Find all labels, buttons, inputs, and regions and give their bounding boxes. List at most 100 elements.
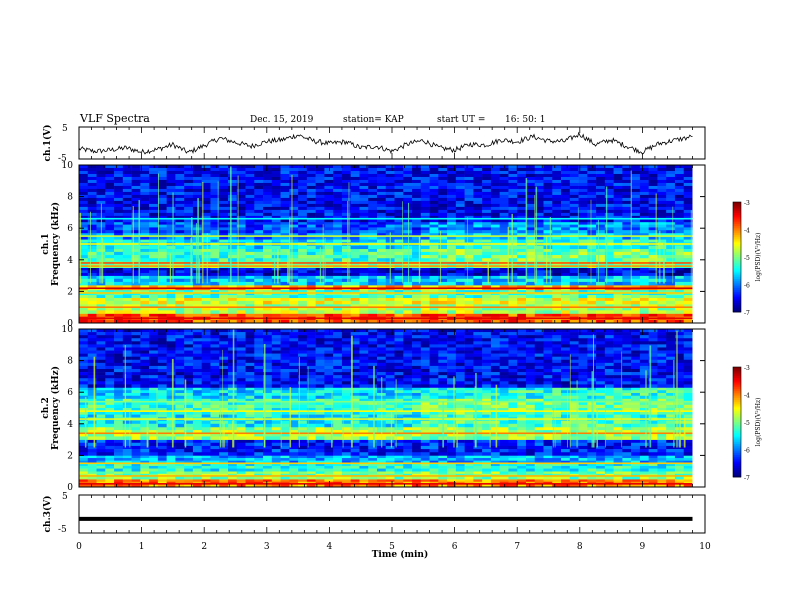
- spectrogram-cell: [131, 307, 141, 311]
- spectrogram-cell: [508, 215, 518, 220]
- spectrogram-cell: [657, 224, 667, 228]
- spectrogram-cell: [149, 270, 159, 274]
- spectrogram-cell: [333, 307, 343, 311]
- spectrogram-cell: [219, 224, 229, 228]
- spectrogram-cell: [666, 236, 676, 240]
- spectrogram-cell: [639, 445, 649, 450]
- spectrogram-cell: [613, 185, 623, 190]
- spectrogram-cell: [429, 176, 439, 181]
- spectrogram-cell: [447, 445, 457, 450]
- spectrogram-cell: [561, 310, 571, 314]
- spectrogram-cell: [543, 245, 553, 250]
- spectrogram-cell: [666, 239, 676, 243]
- spectrogram-cell: [464, 267, 474, 271]
- spectrogram-cell: [438, 215, 448, 220]
- spectrogram-cell: [464, 307, 474, 311]
- spectrogram-cell: [376, 212, 387, 217]
- spectrogram-cell: [219, 251, 229, 256]
- spectrogram-cell: [648, 458, 658, 461]
- spectrogram-cell: [298, 200, 308, 205]
- spectrogram-cell: [324, 248, 334, 253]
- spectrogram-cell: [394, 188, 404, 193]
- spectrogram-cell: [245, 310, 255, 314]
- spectrogram-cell: [219, 203, 229, 208]
- spectrogram-cell: [122, 300, 132, 305]
- spectrogram-cell: [140, 307, 150, 311]
- spectrogram-cell: [175, 275, 185, 280]
- spectrogram-cell: [254, 319, 264, 324]
- spectrogram-cell: [96, 449, 106, 453]
- spectrogram-cell: [639, 215, 649, 220]
- spectrogram-cell: [298, 445, 308, 450]
- spectrogram-cell: [666, 173, 676, 178]
- spectrogram-cell: [175, 197, 185, 202]
- spectrogram-cell: [236, 191, 246, 196]
- spectrogram-cell: [447, 236, 457, 240]
- spectrogram-cell: [105, 455, 115, 459]
- spectrogram-cell: [219, 173, 229, 178]
- spectrogram-cell: [306, 218, 316, 223]
- spectrogram-cell: [508, 465, 518, 469]
- spectrogram-cell: [324, 179, 334, 184]
- spectrogram-cell: [420, 209, 430, 214]
- spectrogram-cell: [578, 465, 588, 469]
- spectrogram-cell: [429, 179, 439, 184]
- spectrogram-cell: [429, 206, 439, 211]
- spectrogram-cell: [429, 449, 439, 453]
- spectrogram-cell: [482, 471, 492, 475]
- spectrogram-cell: [263, 300, 273, 305]
- spectrogram-cell: [464, 278, 474, 283]
- spectrogram-cell: [613, 209, 623, 214]
- spectrogram-cell: [131, 258, 141, 262]
- spectrogram-cell: [333, 468, 343, 472]
- spectrogram-cell: [359, 300, 369, 305]
- spectrogram-cell: [333, 304, 343, 308]
- spectrogram-cell: [350, 289, 360, 293]
- spectrogram-cell: [613, 278, 623, 283]
- spectrogram-cell: [403, 484, 413, 488]
- spectrogram-cell: [368, 218, 378, 223]
- spectrogram-cell: [289, 295, 299, 299]
- spectrogram-cell: [464, 188, 474, 193]
- spectrogram-cell: [149, 300, 159, 305]
- spectrogram-cell: [149, 285, 159, 288]
- spectrogram-cell: [420, 248, 430, 253]
- spectrogram-cell: [236, 167, 246, 172]
- spectrogram-cell: [394, 191, 404, 196]
- spectrogram-cell: [341, 445, 351, 450]
- spectrogram-cell: [552, 304, 562, 308]
- spectrogram-cell: [315, 227, 325, 231]
- spectrogram-cell: [140, 292, 150, 296]
- spectrogram-cell: [350, 458, 360, 461]
- spectrogram-cell: [254, 272, 264, 276]
- spectrogram-cell: [394, 297, 404, 302]
- spectrogram-cell: [648, 173, 658, 178]
- spectrogram-cell: [403, 173, 413, 178]
- spectrogram-cell: [508, 185, 518, 190]
- spectrogram-cell: [315, 439, 325, 444]
- spectrogram-cell: [341, 173, 351, 178]
- spectrogram-cell: [473, 197, 483, 202]
- spectrogram-cell: [543, 442, 553, 447]
- spectrogram-cell: [639, 452, 649, 456]
- spectrogram-cell: [333, 167, 343, 172]
- spectrogram-cell: [87, 275, 97, 280]
- spectrogram-cell: [149, 179, 159, 184]
- spectrogram-cell: [289, 203, 299, 208]
- spectrogram-cell: [552, 258, 562, 262]
- spectrogram-cell: [166, 452, 176, 456]
- spectrogram-cell: [412, 455, 422, 459]
- spectrogram-cell: [227, 176, 238, 181]
- spectrogram-cell: [210, 307, 220, 311]
- spectrogram-cell: [455, 292, 465, 296]
- spectrogram-cell: [666, 292, 676, 296]
- spectrogram-cell: [403, 281, 413, 286]
- spectrogram-cell: [569, 476, 579, 480]
- sferic-streak: [79, 212, 82, 284]
- spectrogram-cell: [657, 194, 667, 199]
- spectrogram-cell: [157, 212, 167, 217]
- spectrogram-cell: [341, 203, 351, 208]
- spectrogram-cell: [631, 191, 641, 196]
- spectrogram-cell: [429, 227, 439, 231]
- spectrogram-cell: [438, 267, 448, 271]
